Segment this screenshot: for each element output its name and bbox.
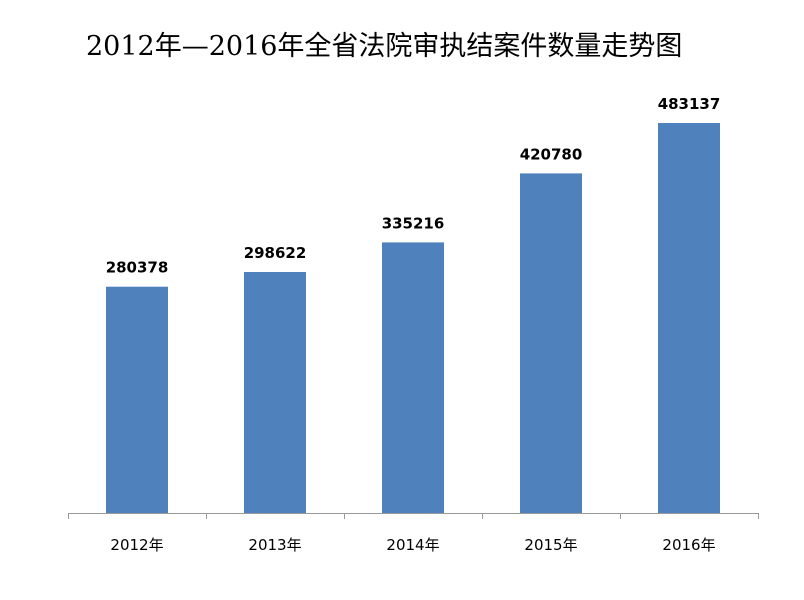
bars-layer bbox=[106, 123, 720, 513]
x-tick-label: 2013年 bbox=[248, 536, 301, 554]
chart-title: 2012年—2016年全省法院审执结案件数量走势图 bbox=[86, 31, 682, 62]
x-tick-labels-layer: 2012年 2013年 2014年 2015年 2016年 bbox=[110, 536, 715, 554]
data-label: 335216 bbox=[382, 214, 445, 232]
data-label: 298622 bbox=[244, 244, 307, 262]
x-tick-label: 2015年 bbox=[524, 536, 577, 554]
data-label: 280378 bbox=[106, 259, 169, 277]
bar bbox=[520, 173, 582, 513]
x-tick-label: 2012年 bbox=[110, 536, 163, 554]
bar bbox=[658, 123, 720, 513]
bar bbox=[382, 242, 444, 513]
data-label: 483137 bbox=[658, 95, 721, 113]
x-ticks-layer bbox=[68, 513, 759, 519]
data-labels-layer: 280378 298622 335216 420780 483137 bbox=[106, 95, 721, 277]
bar bbox=[106, 286, 168, 513]
x-tick-label: 2016年 bbox=[662, 536, 715, 554]
data-label: 420780 bbox=[520, 145, 583, 163]
x-tick-label: 2014年 bbox=[386, 536, 439, 554]
bar bbox=[244, 272, 306, 513]
